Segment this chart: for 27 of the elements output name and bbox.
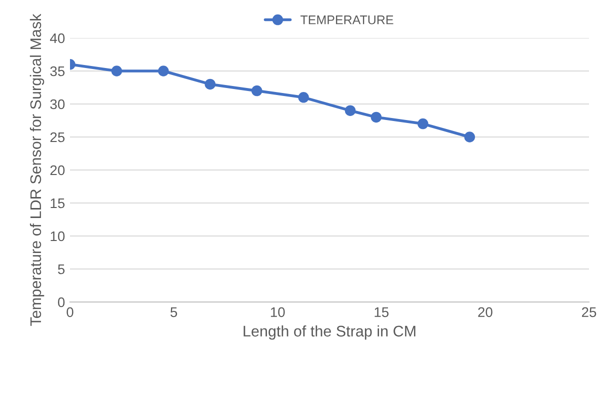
point	[111, 66, 122, 76]
point	[251, 85, 262, 96]
point	[418, 118, 428, 130]
point	[158, 66, 169, 76]
x-tick-label: 0	[66, 307, 74, 318]
point	[204, 78, 216, 90]
x-tick-label: 5	[170, 307, 178, 318]
y-tick-label: 30	[50, 99, 65, 110]
y-tick-label: 5	[58, 264, 65, 274]
legend-label: TEMPERATURE	[300, 16, 394, 24]
point	[298, 92, 309, 103]
y-tick-label: 10	[50, 231, 65, 242]
x-tick-label: 20	[478, 307, 492, 318]
point	[344, 105, 356, 116]
x-tick-label: 25	[582, 307, 596, 318]
y-tick-label: 25	[50, 132, 65, 142]
point	[464, 132, 476, 142]
y-tick-label: 0	[58, 297, 65, 308]
point	[370, 112, 382, 123]
y-tick-label: 20	[50, 165, 65, 176]
x-tick-label: 10	[270, 307, 285, 318]
y-tick-label: 35	[50, 66, 65, 76]
y-axis-title: Temperature of LDR Sensor for Surgical Mask	[30, 14, 44, 326]
y-tick-label: 15	[50, 198, 65, 208]
y-tick-label: 40	[50, 33, 65, 44]
x-axis-title: Length of the Strap in CM	[244, 325, 416, 340]
x-tick-label: 15	[374, 307, 389, 318]
